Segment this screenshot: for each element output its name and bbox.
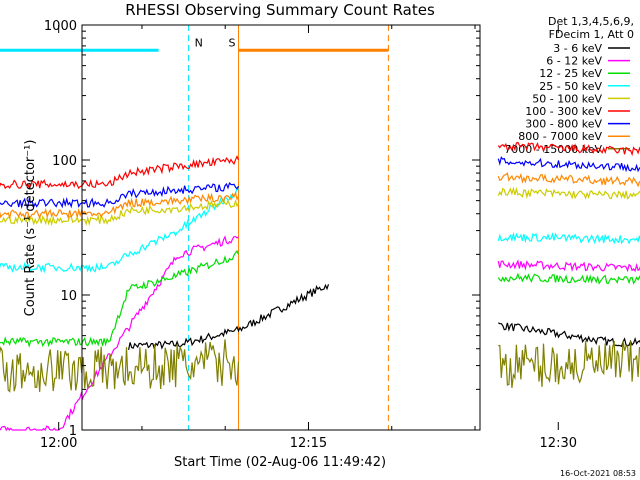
series-line-4-1 <box>497 186 640 200</box>
legend-label-8: 7000 - 15000 keV <box>504 143 602 156</box>
legend-header-line-2: FDecim 1, Att 0 <box>549 28 634 41</box>
series-line-5-0 <box>0 155 240 190</box>
legend-label-6: 300 - 800 keV <box>525 118 602 131</box>
series-line-2-1 <box>497 272 640 285</box>
series-line-8-1 <box>498 340 640 388</box>
series-line-4-0 <box>0 199 240 227</box>
flag-label-S: S <box>229 36 236 49</box>
series-line-7-1 <box>497 172 640 188</box>
series-line-7-0 <box>0 190 240 221</box>
x-axis-label: Start Time (02-Aug-06 11:49:42) <box>174 455 386 470</box>
legend-label-3: 25 - 50 keV <box>539 80 602 93</box>
footer-date: 16-Oct-2021 08:53 <box>560 469 636 478</box>
legend-header-line-1: Det 1,3,4,5,6,9, <box>548 15 634 28</box>
y-tick-label-3: 1000 <box>44 19 77 34</box>
legend-label-1: 6 - 12 keV <box>546 55 602 68</box>
series-line-0-1 <box>498 322 640 348</box>
x-tick-label-0: 12:00 <box>40 436 77 451</box>
y-tick-label-0: 1 <box>69 424 77 439</box>
y-tick-label-2: 100 <box>52 154 77 169</box>
chart-title: RHESSI Observing Summary Count Rates <box>125 1 435 19</box>
legend-label-5: 100 - 300 keV <box>525 105 602 118</box>
x-tick-label-1: 12:15 <box>290 436 327 451</box>
legend-label-0: 3 - 6 keV <box>553 42 602 55</box>
legend-label-2: 12 - 25 keV <box>539 67 602 80</box>
series-line-0-0 <box>128 283 330 351</box>
series-line-6-0 <box>0 182 240 210</box>
series-line-8-0 <box>0 339 240 393</box>
legend-label-4: 50 - 100 keV <box>532 92 602 105</box>
series-line-2-0 <box>0 249 240 348</box>
legend-header: Det 1,3,4,5,6,9, FDecim 1, Att 0 <box>548 15 634 41</box>
y-axis-label: Count Rate (s⁻¹ detector⁻¹) <box>23 140 38 317</box>
plot-frame <box>81 24 481 431</box>
x-tick-label-2: 12:30 <box>540 436 577 451</box>
series-line-3-0 <box>0 186 239 274</box>
series-line-1-0 <box>0 235 239 432</box>
flag-label-N: N <box>195 36 203 49</box>
y-tick-label-1: 10 <box>60 289 77 304</box>
legend-label-7: 800 - 7000 keV <box>518 130 602 143</box>
